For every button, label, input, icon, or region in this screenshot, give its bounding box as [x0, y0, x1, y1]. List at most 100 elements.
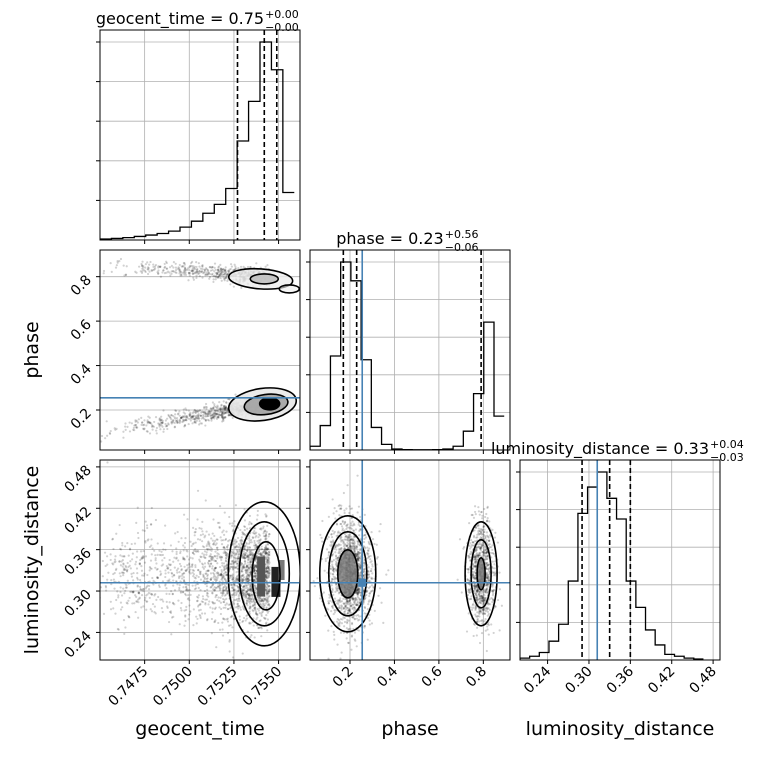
- scatter-point: [234, 552, 238, 555]
- scatter-point: [351, 597, 354, 600]
- scatter-point: [178, 623, 181, 626]
- scatter-point: [198, 409, 201, 412]
- scatter-point: [177, 599, 180, 602]
- scatter-point: [140, 262, 143, 266]
- scatter-point: [186, 568, 189, 571]
- scatter-point: [355, 553, 359, 556]
- scatter-point: [236, 545, 239, 549]
- scatter-point: [126, 542, 129, 545]
- scatter-point: [146, 261, 149, 264]
- scatter-point: [246, 553, 249, 557]
- scatter-point: [478, 595, 481, 598]
- scatter-point: [246, 558, 250, 561]
- scatter-point: [132, 571, 135, 575]
- scatter-point: [165, 587, 168, 590]
- scatter-point: [148, 566, 151, 569]
- scatter-point: [149, 567, 152, 570]
- scatter-point: [249, 571, 252, 574]
- scatter-point: [191, 412, 194, 415]
- scatter-point: [351, 520, 354, 523]
- scatter-point: [213, 578, 216, 581]
- scatter-point: [138, 585, 142, 588]
- scatter-point: [312, 580, 315, 583]
- scatter-point: [224, 416, 227, 419]
- scatter-point: [114, 555, 117, 558]
- scatter-point: [319, 533, 322, 536]
- scatter-point: [267, 566, 270, 570]
- scatter-point: [220, 268, 223, 271]
- scatter-point: [254, 572, 257, 575]
- scatter-point: [223, 533, 226, 536]
- scatter-point: [365, 612, 368, 616]
- scatter-point: [148, 421, 151, 424]
- scatter-point: [210, 266, 213, 269]
- scatter-point: [195, 265, 198, 269]
- scatter-point: [265, 547, 268, 550]
- scatter-point: [213, 404, 216, 408]
- scatter-point: [229, 607, 232, 610]
- scatter-point: [479, 594, 483, 597]
- scatter-point: [216, 557, 219, 560]
- scatter-point: [217, 416, 220, 419]
- scatter-point: [248, 606, 251, 609]
- scatter-point: [248, 622, 251, 625]
- scatter-point: [162, 409, 165, 412]
- scatter-point: [176, 413, 180, 416]
- scatter-point: [263, 547, 267, 550]
- scatter-point: [214, 575, 217, 579]
- distance-time-panel: [99, 459, 301, 661]
- scatter-point: [472, 534, 476, 537]
- scatter-point: [188, 562, 191, 565]
- scatter-point: [476, 589, 479, 592]
- scatter-point: [248, 550, 252, 553]
- scatter-point: [218, 273, 221, 277]
- scatter-point: [109, 261, 112, 265]
- scatter-point: [253, 579, 256, 582]
- scatter-point: [266, 576, 269, 580]
- scatter-point: [222, 419, 225, 422]
- scatter-point: [231, 524, 234, 527]
- scatter-point: [243, 553, 247, 556]
- scatter-point: [106, 434, 109, 437]
- scatter-point: [226, 545, 229, 548]
- scatter-point: [147, 420, 150, 424]
- scatter-point: [155, 429, 158, 432]
- scatter-point: [339, 507, 343, 510]
- scatter-point: [209, 546, 212, 549]
- scatter-point: [481, 541, 484, 544]
- scatter-point: [171, 601, 175, 604]
- scatter-point: [348, 609, 352, 612]
- scatter-point: [144, 520, 147, 523]
- scatter-point: [218, 273, 221, 276]
- scatter-point: [264, 617, 267, 620]
- scatter-point: [211, 558, 214, 562]
- scatter-point: [171, 572, 174, 575]
- scatter-point: [240, 562, 244, 566]
- scatter-point: [263, 535, 267, 538]
- scatter-point: [119, 257, 123, 261]
- scatter-point: [194, 565, 197, 569]
- scatter-point: [223, 409, 226, 412]
- scatter-point: [143, 529, 146, 532]
- scatter-point: [218, 585, 221, 588]
- scatter-point: [356, 540, 359, 543]
- scatter-point: [204, 419, 207, 423]
- contour-level: [249, 273, 280, 285]
- scatter-point: [266, 560, 270, 564]
- scatter-point: [179, 591, 183, 594]
- scatter-point: [350, 611, 353, 614]
- scatter-point: [203, 417, 206, 421]
- scatter-point: [233, 546, 237, 549]
- scatter-point: [197, 410, 200, 413]
- scatter-point: [266, 572, 269, 575]
- scatter-point: [340, 504, 343, 507]
- scatter-point: [323, 569, 326, 572]
- scatter-point: [134, 610, 137, 614]
- scatter-point: [249, 587, 252, 590]
- scatter-point: [241, 605, 244, 608]
- scatter-point: [222, 601, 226, 604]
- scatter-point: [357, 559, 360, 562]
- scatter-point: [474, 560, 477, 563]
- scatter-point: [335, 510, 338, 513]
- scatter-point: [172, 615, 175, 618]
